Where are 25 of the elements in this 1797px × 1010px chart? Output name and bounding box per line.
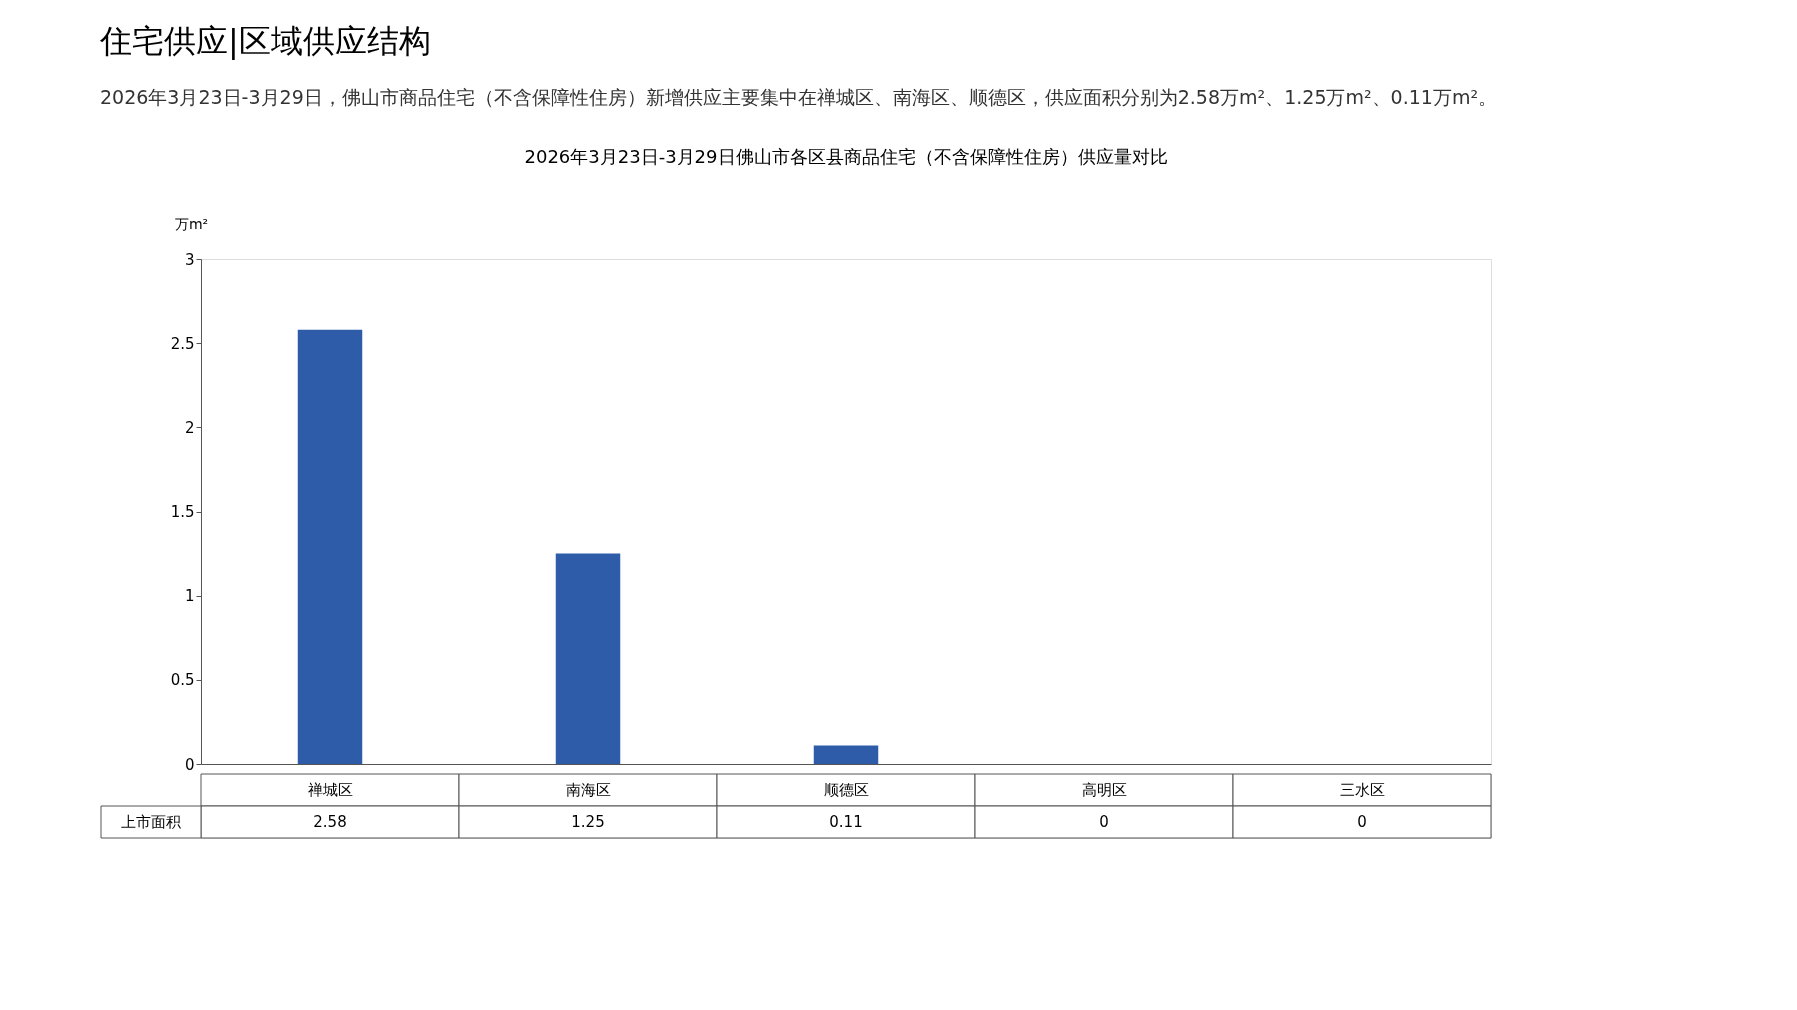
text: 上市面积 [121, 813, 181, 831]
y-tick-label: 0.5 [170, 671, 195, 690]
x-tick-label: 高明区 [1081, 781, 1127, 799]
y-axis-title: 万m² [174, 215, 209, 232]
x-tick-label: 南海区 [565, 781, 611, 799]
chart-subtitle: 2026年3月23日-3月29日，佛山市商品住宅（不含保障性住房）新增供应主要集中在禅城区、南海区、顺德区，供应面积分别为2.58万m²、1.25万m²、0.11万m²。 [100, 85, 1498, 108]
data-label: 0.11 [829, 813, 863, 831]
y-tick-label: 3 [184, 250, 195, 269]
data-label: 1.25 [571, 813, 605, 831]
x-tick-label: 顺德区 [823, 781, 869, 799]
x-tick-label: 禅城区 [307, 781, 353, 799]
y-tick-label: 1 [184, 587, 195, 606]
bar [813, 745, 879, 764]
y-tick-label: 2.5 [170, 334, 195, 353]
y-tick-label: 0 [184, 755, 195, 774]
chart-title: 住宅供应|区域供应结构 [99, 21, 431, 60]
text: 2026年3月23日-3月29日佛山市各区县商品住宅（不含保障性住房）供应量对比 [524, 146, 1168, 167]
y-tick-label: 1.5 [170, 503, 195, 521]
data-label: 2.58 [313, 813, 347, 831]
y-tick-label: 2 [184, 418, 195, 437]
bar [297, 329, 363, 764]
data-label: 0 [1099, 813, 1109, 831]
x-tick-label: 三水区 [1339, 781, 1385, 799]
bar [555, 553, 621, 764]
data-label: 0 [1357, 813, 1367, 831]
